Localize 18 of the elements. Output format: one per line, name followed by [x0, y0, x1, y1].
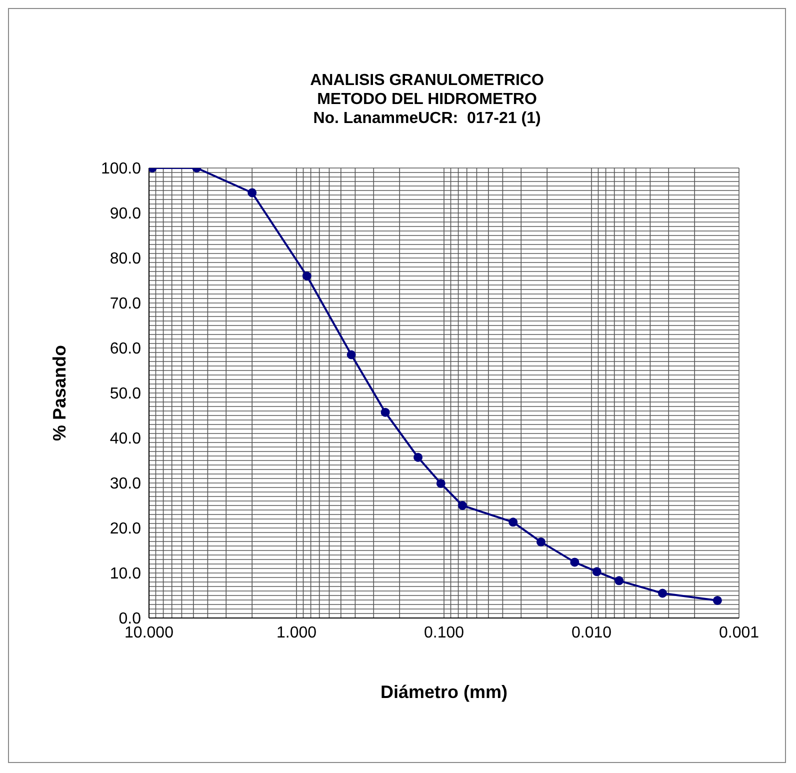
- x-tick-label: 0.010: [571, 624, 612, 642]
- y-tick-label: 100.0: [100, 160, 142, 178]
- x-tick-label: 0.001: [718, 624, 760, 642]
- y-tick-label: 60.0: [110, 340, 142, 358]
- y-tick-label: 40.0: [110, 430, 142, 448]
- y-tick-label: 90.0: [110, 206, 142, 223]
- y-tick-label: 80.0: [110, 250, 142, 268]
- x-tick-label: 1.000: [276, 624, 317, 642]
- y-axis-title: % Pasando: [49, 344, 70, 442]
- y-tick-label: 50.0: [110, 386, 142, 403]
- x-axis-title: Diámetro (mm): [380, 682, 508, 702]
- y-tick-label: 20.0: [110, 520, 142, 538]
- y-tick-label: 70.0: [110, 296, 142, 313]
- x-tick-label: 0.100: [424, 624, 464, 642]
- x-tick-label: 10.000: [124, 624, 174, 642]
- y-tick-label: 30.0: [110, 476, 142, 493]
- chart-title: ANALISIS GRANULOMETRICO METODO DEL HIDROMETRO No. LanammeUCR: 017-21 (1): [309, 71, 545, 128]
- y-tick-label: 10.0: [110, 566, 142, 583]
